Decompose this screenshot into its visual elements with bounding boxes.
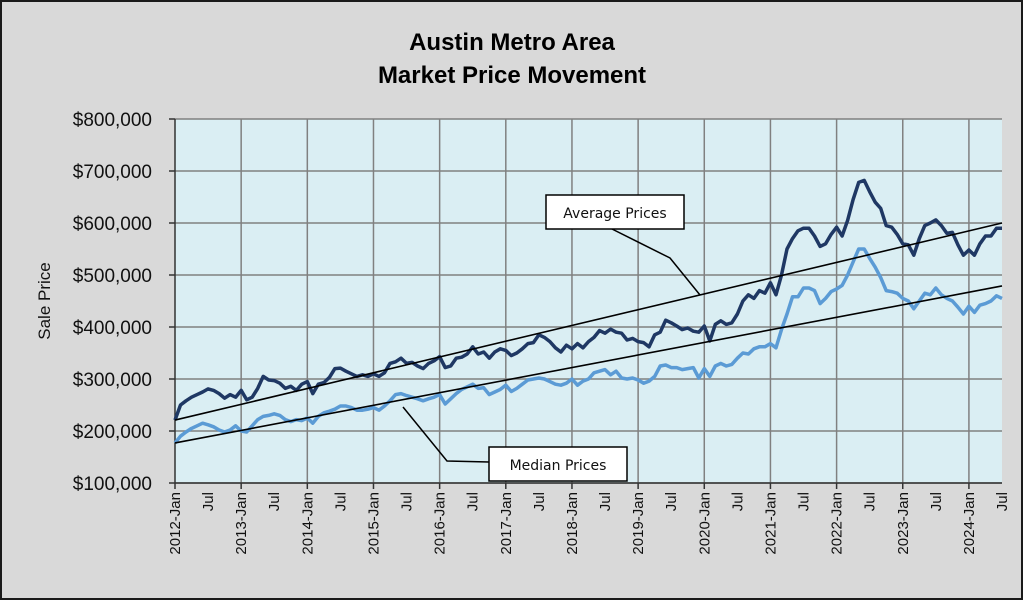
series-line-median-prices xyxy=(173,247,1003,445)
chart-title-line-1: Austin Metro Area xyxy=(409,29,615,56)
average-prices-leader-line xyxy=(609,227,701,296)
x-tick-label: Jul xyxy=(399,492,416,511)
callouts: Average Prices Median Prices xyxy=(402,194,701,482)
average-prices-callout-label: Average Prices xyxy=(563,206,666,222)
median-prices-leader-line xyxy=(402,406,490,463)
x-tick-label: Jul xyxy=(796,492,813,511)
y-axis-tick-labels: $100,000 $200,000 $300,000 $400,000 $500,000… xyxy=(73,110,152,495)
series-line-average-prices xyxy=(173,178,1002,421)
x-tick-label: 2019-Jan xyxy=(630,492,647,555)
x-tick-label: 2021-Jan xyxy=(762,492,779,555)
x-tick-label: 2023-Jan xyxy=(895,492,912,555)
x-tick-label: 2016-Jan xyxy=(432,492,449,555)
trendline-median xyxy=(174,285,1003,444)
x-tick-label: Jul xyxy=(729,492,746,511)
x-axis-tick-labels: 2012-Jan Jul 2013-Jan Jul 2014-Jan Jul 2015-Ja… xyxy=(167,492,1011,555)
trendline-average xyxy=(174,222,1003,421)
x-tick-label: 2022-Jan xyxy=(829,492,846,555)
x-tick-label: Jul xyxy=(200,492,217,511)
x-tick-label: Jul xyxy=(862,492,879,511)
x-tick-label: 2015-Jan xyxy=(365,492,382,555)
y-tick-label: $700,000 xyxy=(73,162,152,183)
y-tick-label: $200,000 xyxy=(73,422,152,443)
x-tick-label: Jul xyxy=(928,492,945,511)
x-tick-label: 2020-Jan xyxy=(696,492,713,555)
x-tick-label: Jul xyxy=(597,492,614,511)
y-tick-label: $100,000 xyxy=(73,474,152,495)
plot-area xyxy=(175,119,1002,483)
x-tick-label: Jul xyxy=(266,492,283,511)
median-prices-callout-label: Median Prices xyxy=(510,458,607,474)
average-prices-callout-box xyxy=(545,194,685,230)
median-prices-callout-box xyxy=(488,446,628,482)
x-tick-label: Jul xyxy=(531,492,548,511)
axes xyxy=(169,118,1002,489)
x-tick-label: Jul xyxy=(663,492,680,511)
y-tick-label: $600,000 xyxy=(73,214,152,235)
x-tick-label: 2017-Jan xyxy=(498,492,515,555)
x-tick-label: 2014-Jan xyxy=(299,492,316,555)
y-tick-label: $500,000 xyxy=(73,266,152,287)
y-tick-label: $400,000 xyxy=(73,318,152,339)
x-tick-label: Jul xyxy=(332,492,349,511)
y-tick-label: $300,000 xyxy=(73,370,152,391)
chart-title-line-2: Market Price Movement xyxy=(378,62,646,89)
x-tick-label: 2024-Jan xyxy=(961,492,978,555)
y-tick-label: $800,000 xyxy=(73,110,152,131)
trendlines xyxy=(174,222,1003,444)
x-tick-label: 2018-Jan xyxy=(564,492,581,555)
x-tick-label: 2013-Jan xyxy=(233,492,250,555)
x-tick-label: 2012-Jan xyxy=(167,492,184,555)
y-axis-label: Sale Price xyxy=(35,262,54,339)
series-lines xyxy=(173,178,1003,445)
x-tick-label: Jul xyxy=(465,492,482,511)
x-tick-label: Jul xyxy=(994,492,1011,511)
